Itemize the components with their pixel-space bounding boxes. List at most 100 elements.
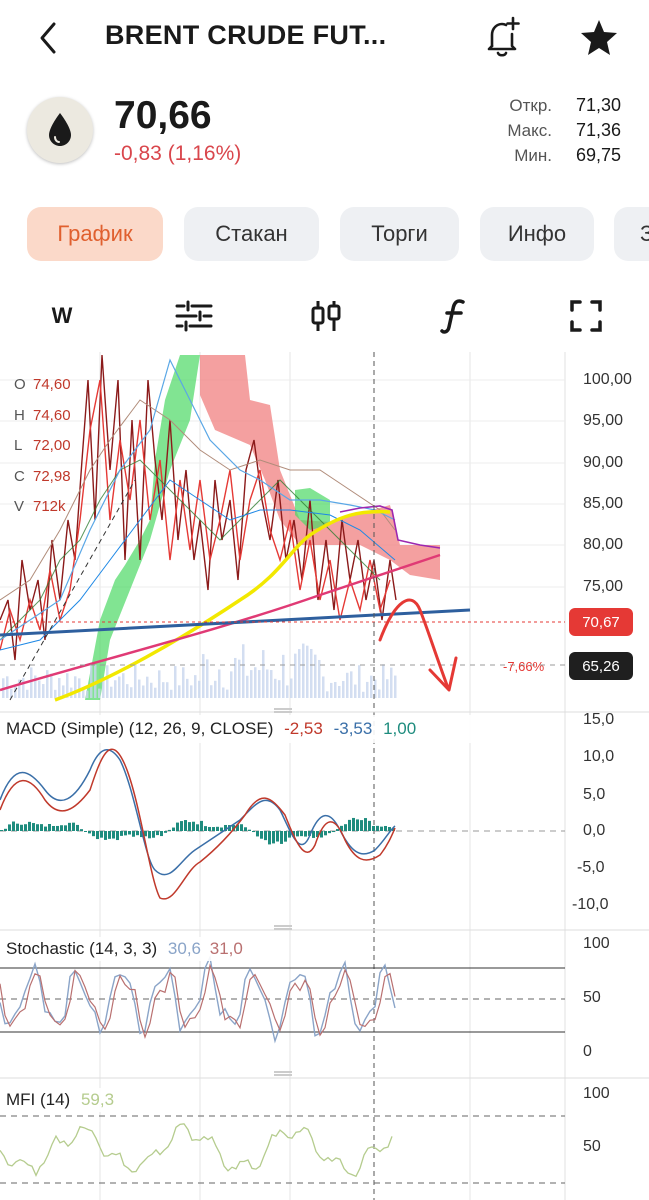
macd-histogram-bar (56, 825, 59, 831)
trendline-dashed (9, 479, 136, 701)
volume-bar (302, 643, 305, 698)
macd-histogram-bar (276, 831, 279, 842)
macd-histogram-bar (288, 831, 291, 838)
volume-bar (126, 684, 129, 698)
macd-histogram-bar (160, 831, 163, 837)
macd-histogram-bar (236, 824, 239, 831)
volume-bar (202, 654, 205, 698)
macd-histogram-bar (12, 821, 15, 831)
macd-histogram-bar (320, 831, 323, 838)
forecast-arrow (378, 598, 450, 690)
macd-histogram-bar (0, 830, 3, 831)
ohlc-high: H 74,60 (14, 406, 71, 424)
volume-bar (326, 691, 329, 698)
volume-bar (50, 673, 53, 698)
macd-histogram-bar (212, 827, 215, 831)
volume-bar (390, 667, 393, 698)
volume-bar (226, 689, 229, 698)
macd-legend[interactable]: MACD (Simple) (12, 26, 9, CLOSE) -2,53 -… (0, 715, 520, 743)
macd-histogram-bar (228, 825, 231, 831)
volume-bar (198, 680, 201, 698)
volume-bar (374, 679, 377, 698)
volume-bar (222, 687, 225, 698)
tab-info[interactable]: Инфо (480, 207, 594, 261)
macd-histogram-bar (324, 831, 327, 836)
volume-bar (394, 675, 397, 698)
tab-label: График (57, 221, 133, 246)
macd-histogram-bar (88, 831, 91, 834)
mfi-legend[interactable]: MFI (14) 59,3 (0, 1088, 121, 1112)
ma-blue (0, 358, 396, 641)
fullscreen-button[interactable] (564, 296, 608, 336)
volume-bar (74, 676, 77, 698)
volume-bar (306, 645, 309, 698)
volume-bar (82, 687, 85, 698)
macd-histogram-bar (104, 831, 107, 840)
macd-histogram-bar (216, 826, 219, 831)
volume-bar (350, 671, 353, 698)
macd-histogram-bar (164, 831, 167, 833)
volume-bar (346, 672, 349, 698)
macd-histogram-bar (176, 822, 179, 831)
macd-histogram-bar (144, 831, 147, 837)
macd-histogram-bar (264, 831, 267, 841)
volume-bar (66, 673, 69, 698)
tab-chart[interactable]: График (27, 207, 163, 261)
macd-histogram-bar (32, 823, 35, 831)
macd-histogram-bar (100, 831, 103, 838)
volume-bar (178, 685, 181, 698)
volume-bar (46, 670, 49, 698)
volume-bar (294, 653, 297, 698)
volume-bar (382, 664, 385, 698)
high-value: 71,36 (575, 120, 621, 140)
chart-canvas[interactable] (0, 350, 649, 1200)
macd-histogram-bar (332, 831, 335, 833)
tab-more[interactable]: З (614, 207, 649, 261)
volume-bar (186, 678, 189, 698)
instrument-logo (27, 97, 93, 163)
chart-type-button[interactable] (304, 296, 348, 336)
macd-histogram-bar (68, 822, 71, 831)
candlestick-icon (311, 301, 341, 331)
volume-bar (114, 680, 117, 698)
chart-settings-button[interactable] (172, 296, 216, 336)
macd-histogram-bar (368, 820, 371, 831)
volume-bar (58, 678, 61, 698)
bell-plus-icon (487, 16, 520, 57)
interval-button[interactable]: W (51, 303, 73, 328)
mfi-y-tick: 100 (583, 1085, 610, 1102)
volume-bar (206, 659, 209, 698)
volume-bar (250, 670, 253, 698)
back-button[interactable] (34, 18, 64, 58)
stochastic-legend[interactable]: Stochastic (14, 3, 3) 30,6 31,0 (0, 937, 249, 961)
y-tick: 85,00 (583, 495, 624, 512)
tab-order-book[interactable]: Стакан (184, 207, 319, 261)
volume-bar (26, 689, 29, 698)
macd-histogram-bar (108, 831, 111, 839)
add-alert-button[interactable] (484, 16, 522, 58)
volume-bar (318, 659, 321, 698)
volume-bar (262, 650, 265, 698)
macd-histogram-bar (304, 831, 307, 837)
macd-histogram-bar (232, 825, 235, 831)
tab-trades[interactable]: Торги (340, 207, 459, 261)
stoch-y-tick: 100 (583, 935, 610, 952)
macd-histogram-bar (244, 827, 247, 831)
volume-bar (270, 670, 273, 698)
favorite-button[interactable] (578, 18, 620, 58)
volume-bar (162, 682, 165, 698)
volume-bar (174, 666, 177, 698)
y-tick: 90,00 (583, 454, 624, 471)
volume-bar (34, 675, 37, 698)
mfi-value-1: 59,3 (80, 1090, 115, 1109)
macd-histogram-bar (72, 822, 75, 831)
macd-histogram-bar (172, 827, 175, 831)
macd-histogram-bar (268, 831, 271, 845)
volume-bar (334, 681, 337, 698)
macd-histogram-bar (300, 831, 303, 837)
volume-bar (362, 691, 365, 698)
macd-histogram-bar (316, 831, 319, 837)
indicators-button[interactable] (432, 296, 476, 336)
stoch-y-tick: 0 (583, 1043, 592, 1060)
macd-histogram-bar (44, 826, 47, 831)
